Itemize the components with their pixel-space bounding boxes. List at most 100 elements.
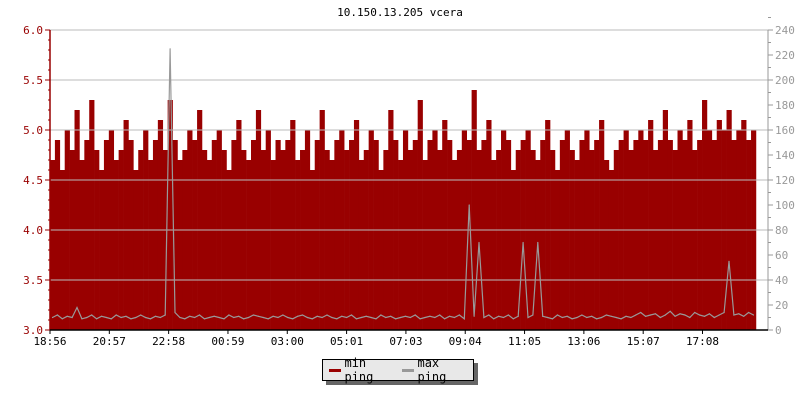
- min-ping-bar: [667, 140, 673, 330]
- max-ping-point: [488, 314, 490, 316]
- min-ping-bar: [603, 160, 610, 330]
- max-ping-point: [586, 316, 588, 319]
- min-ping-bar: [520, 140, 526, 330]
- left-tick-label: 3.0: [23, 324, 43, 337]
- max-ping-point: [439, 314, 441, 316]
- min-ping-bar: [427, 140, 433, 330]
- max-ping-point: [507, 314, 509, 316]
- min-ping-bar: [412, 140, 418, 330]
- max-ping-point: [346, 316, 348, 319]
- min-ping-bar: [716, 120, 722, 330]
- min-ping-bar: [452, 160, 458, 330]
- min-ping-bar: [442, 120, 448, 330]
- max-ping-point: [331, 316, 333, 319]
- min-ping-bar: [329, 160, 335, 330]
- max-ping-point: [321, 316, 323, 319]
- max-ping-point: [311, 318, 313, 320]
- min-ping-bar: [726, 110, 732, 330]
- x-tick-label: 03:00: [271, 335, 304, 348]
- min-ping-bar: [206, 160, 213, 330]
- max-ping-point: [483, 316, 485, 319]
- min-ping-bar: [608, 170, 615, 330]
- max-ping-point: [164, 314, 166, 316]
- max-ping-point: [689, 316, 691, 319]
- max-ping-point: [287, 316, 289, 319]
- max-ping-point: [537, 241, 539, 244]
- max-ping-point: [203, 318, 205, 320]
- right-tick-label: 140: [775, 149, 795, 162]
- max-ping-point: [233, 316, 235, 319]
- max-ping-point: [463, 318, 465, 320]
- min-ping-bar: [211, 140, 217, 330]
- min-ping-bar: [466, 140, 472, 330]
- max-ping-point: [145, 316, 147, 319]
- max-ping-point: [610, 315, 612, 317]
- max-ping-point: [86, 316, 88, 319]
- max-ping-point: [645, 315, 647, 317]
- max-ping-point: [135, 316, 137, 319]
- min-ping-bar: [398, 160, 404, 330]
- max-ping-point: [159, 316, 161, 319]
- min-ping-bar: [363, 150, 369, 330]
- max-ping-point: [71, 316, 73, 319]
- min-ping-bar: [324, 150, 330, 330]
- right-tick-label: 160: [775, 124, 795, 137]
- max-ping-point: [238, 315, 240, 317]
- max-ping-point: [326, 314, 328, 316]
- min-ping-bar: [559, 140, 566, 330]
- max-ping-point: [390, 315, 392, 317]
- min-ping-bar: [417, 100, 423, 330]
- min-ping-bar: [486, 120, 492, 330]
- max-ping-point: [370, 316, 372, 319]
- max-ping-point: [498, 315, 500, 317]
- max-ping-point: [625, 315, 627, 317]
- max-ping-point: [115, 314, 117, 316]
- max-ping-point: [605, 314, 608, 316]
- min-ping-bar: [270, 160, 276, 330]
- min-ping-bar: [182, 150, 188, 330]
- min-ping-bar: [138, 150, 144, 330]
- max-ping-point: [640, 311, 642, 314]
- max-ping-point: [738, 313, 740, 315]
- max-ping-point: [596, 318, 598, 320]
- max-ping-point: [130, 318, 132, 320]
- min-ping-bar: [456, 150, 463, 330]
- min-ping-bar: [618, 140, 624, 330]
- max-ping-point: [76, 306, 78, 309]
- min-ping-bar: [407, 150, 414, 330]
- max-ping-point: [620, 318, 622, 320]
- right-tick-label: 240: [775, 24, 795, 37]
- max-ping-point: [179, 316, 181, 319]
- max-ping-point: [728, 260, 730, 262]
- min-ping-bar: [653, 150, 659, 330]
- max-ping-point: [571, 318, 573, 320]
- min-ping-bar: [545, 120, 551, 330]
- min-ping-bar: [579, 140, 585, 330]
- max-ping-point: [272, 315, 274, 317]
- max-ping-point: [723, 311, 725, 314]
- max-ping-point: [473, 315, 475, 317]
- max-ping-point: [341, 315, 343, 317]
- min-ping-bar: [201, 150, 208, 330]
- max-ping-point: [713, 316, 715, 319]
- min-ping-bar: [731, 140, 737, 330]
- x-tick-label: 07:03: [389, 335, 422, 348]
- max-ping-point: [581, 314, 583, 316]
- max-ping-point: [468, 204, 470, 206]
- min-ping-bar: [251, 140, 257, 330]
- min-ping-bar: [447, 140, 453, 330]
- max-ping-point: [649, 314, 652, 316]
- max-ping-point: [385, 316, 387, 319]
- min-ping-bar: [657, 140, 664, 330]
- min-ping-bar: [148, 160, 154, 330]
- max-ping-point: [561, 316, 563, 319]
- max-ping-point: [81, 318, 83, 320]
- max-ping-point: [669, 310, 671, 312]
- min-ping-bar: [383, 150, 389, 330]
- min-ping-bar: [393, 140, 399, 330]
- max-ping-point: [512, 318, 514, 320]
- max-ping-point: [493, 318, 495, 320]
- min-ping-bar: [285, 140, 291, 330]
- max-ping-point: [360, 316, 362, 319]
